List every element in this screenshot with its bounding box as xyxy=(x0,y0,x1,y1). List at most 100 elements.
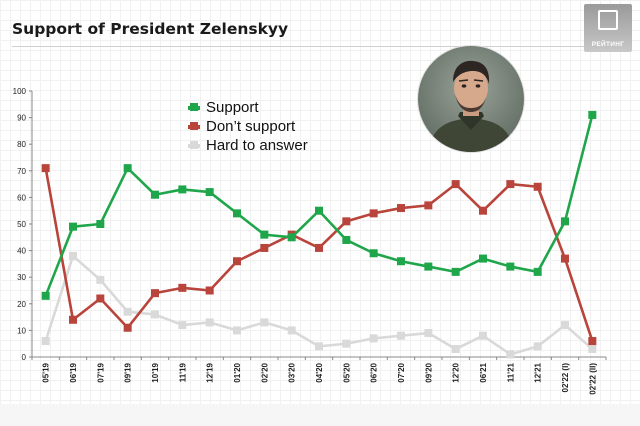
x-tick-label: 02'20 xyxy=(260,362,269,382)
x-tick-label: 09'19 xyxy=(124,362,133,382)
data-point xyxy=(588,337,597,346)
x-tick-label: 12'19 xyxy=(206,362,215,382)
data-point xyxy=(506,180,515,189)
data-point xyxy=(369,334,378,343)
data-point xyxy=(287,326,296,335)
x-tick-label: 02'22 (I) xyxy=(561,363,570,393)
y-tick-label: 30 xyxy=(17,273,26,282)
data-point xyxy=(260,243,269,252)
data-point xyxy=(397,204,405,213)
data-point xyxy=(533,342,542,351)
data-point xyxy=(561,254,569,263)
data-point xyxy=(233,209,241,218)
x-tick-label: 11'19 xyxy=(178,362,187,382)
logo-text: РЕЙТИНГ xyxy=(591,41,625,48)
data-point xyxy=(588,345,597,354)
series-hard-to-answer xyxy=(41,251,597,359)
y-tick-label: 50 xyxy=(17,220,26,229)
data-point xyxy=(369,209,378,218)
data-point xyxy=(561,321,569,330)
legend-label-hard-to-answer: Hard to answer xyxy=(206,137,308,154)
data-point xyxy=(315,243,323,252)
data-point xyxy=(233,257,241,266)
data-point xyxy=(233,326,241,335)
data-point xyxy=(315,342,323,351)
x-tick-label: 03'20 xyxy=(288,362,297,382)
data-point xyxy=(41,291,50,300)
x-tick-label: 01'20 xyxy=(233,362,242,382)
data-point xyxy=(479,206,487,215)
data-point xyxy=(506,262,515,271)
x-tick-label: 07'20 xyxy=(397,362,406,382)
y-tick-label: 100 xyxy=(13,87,27,96)
data-point xyxy=(451,345,460,354)
data-point xyxy=(178,185,187,194)
series-don-t-support xyxy=(41,164,597,346)
data-point xyxy=(315,206,323,215)
data-point xyxy=(479,254,487,263)
portrait-illustration xyxy=(428,60,514,152)
data-point xyxy=(397,331,405,340)
data-point xyxy=(205,286,214,295)
data-point xyxy=(533,267,542,276)
y-tick-label: 70 xyxy=(17,167,26,176)
data-point xyxy=(424,329,433,338)
y-tick-label: 40 xyxy=(17,247,26,256)
x-tick-label: 11'21 xyxy=(506,362,515,382)
data-point xyxy=(123,307,132,316)
y-tick-label: 60 xyxy=(17,193,26,202)
y-tick-label: 90 xyxy=(17,114,26,123)
footer-band xyxy=(0,404,640,426)
x-tick-label: 12'21 xyxy=(534,362,543,382)
data-point xyxy=(151,190,159,199)
portrait-avatar xyxy=(418,46,524,152)
data-point xyxy=(260,318,269,327)
y-tick-label: 20 xyxy=(17,300,26,309)
legend-label-dont-support: Don’t support xyxy=(206,118,296,135)
x-tick-label: 12'20 xyxy=(452,362,461,382)
chart-title: Support of President Zelenskyy xyxy=(12,20,289,38)
legend: Support Don’t support Hard to answer xyxy=(188,98,308,155)
y-tick-label: 80 xyxy=(17,140,26,149)
chart-axes: 0 10 20 30 40 50 60 70 80 90 100 05'19 06'19 07'19 09'… xyxy=(13,87,607,395)
data-point xyxy=(533,182,542,191)
data-point xyxy=(561,217,569,226)
data-point xyxy=(69,251,77,260)
data-point xyxy=(342,339,351,348)
data-point xyxy=(41,164,50,173)
data-point xyxy=(205,188,214,197)
legend-marker-dont-support xyxy=(188,121,200,130)
legend-item-support: Support xyxy=(188,98,308,117)
legend-item-dont-support: Don’t support xyxy=(188,117,308,136)
x-tick-label: 09'20 xyxy=(424,362,433,382)
data-point xyxy=(41,337,50,346)
data-point xyxy=(260,230,269,239)
data-point xyxy=(506,350,515,359)
data-point xyxy=(123,164,132,173)
data-point xyxy=(369,249,378,258)
series-support xyxy=(41,110,597,300)
data-point xyxy=(205,318,214,327)
data-point xyxy=(424,201,433,210)
data-point xyxy=(451,180,460,189)
data-point xyxy=(178,283,187,292)
x-tick-label: 05'19 xyxy=(42,362,51,382)
data-point xyxy=(96,220,105,228)
data-point xyxy=(342,235,351,244)
data-point xyxy=(69,222,77,231)
rating-logo: РЕЙТИНГ xyxy=(584,4,632,52)
legend-marker-support xyxy=(188,102,200,111)
y-tick-label: 10 xyxy=(17,326,26,335)
x-tick-label: 06'19 xyxy=(69,362,78,382)
x-tick-label: 10'19 xyxy=(151,362,160,382)
x-tick-label: 07'19 xyxy=(96,362,105,382)
series-layer xyxy=(41,110,597,359)
legend-marker-hard-to-answer xyxy=(188,140,200,149)
x-tick-label: 06'20 xyxy=(370,362,379,382)
data-point xyxy=(178,321,187,330)
legend-item-hard-to-answer: Hard to answer xyxy=(188,136,308,155)
data-point xyxy=(588,110,597,119)
data-point xyxy=(424,262,433,271)
logo-mark-icon xyxy=(598,10,618,30)
